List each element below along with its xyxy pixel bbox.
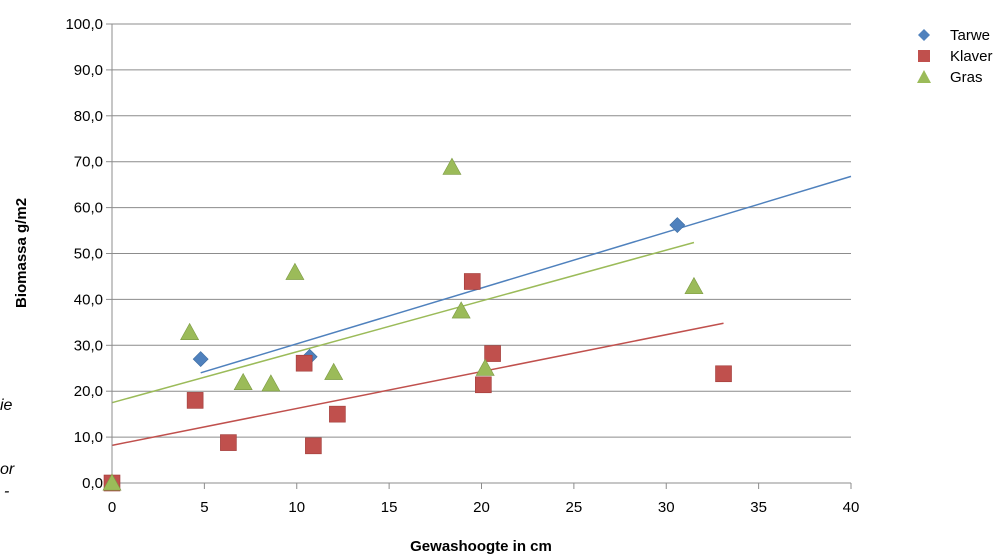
trendline-klaver	[111, 322, 724, 447]
point-gras	[233, 372, 253, 390]
point-klaver	[484, 345, 501, 362]
legend-label-klaver: Klaver	[950, 48, 993, 65]
legend-label-tarwe: Tarwe	[950, 27, 990, 44]
legend-item-tarwe: Tarwe	[918, 27, 990, 44]
y-tick-label: 50,0	[74, 246, 103, 263]
legend-item-klaver: Klaver	[918, 48, 993, 65]
point-gras	[102, 473, 122, 491]
clipped-side-text-1: ie	[0, 397, 13, 414]
point-tarwe	[192, 351, 209, 367]
point-gras	[261, 374, 281, 392]
legend: Tarwe Klaver Gras	[917, 27, 993, 86]
point-klaver	[305, 437, 322, 455]
point-klaver	[715, 365, 732, 383]
y-tick-label: 0,0	[82, 475, 103, 492]
x-axis-ticks: 0 5 10 15 20 25 30 35 40	[108, 483, 860, 516]
x-tick-label: 25	[566, 499, 583, 516]
x-tick-label: 0	[108, 499, 116, 516]
x-tick-label: 20	[473, 499, 490, 516]
grid-lines	[112, 23, 851, 438]
y-tick-label: 60,0	[74, 200, 103, 217]
trendline-gras	[111, 241, 695, 404]
clipped-side-text-2: or	[0, 461, 15, 478]
x-tick-label: 10	[288, 499, 305, 516]
point-klaver	[295, 354, 313, 372]
legend-marker-tarwe	[918, 29, 930, 41]
trendlines	[111, 175, 852, 447]
y-tick-label: 100,0	[65, 16, 103, 33]
x-tick-label: 40	[843, 499, 860, 516]
point-klaver	[475, 376, 492, 394]
data-points	[102, 157, 732, 492]
point-klaver	[329, 405, 346, 423]
y-axis-title: Biomassa g/m2	[13, 198, 30, 308]
legend-label-gras: Gras	[950, 69, 983, 86]
point-gras	[451, 301, 471, 319]
legend-item-gras: Gras	[917, 69, 983, 86]
clipped-side-text-3: -	[4, 483, 9, 500]
x-tick-label: 5	[200, 499, 208, 516]
y-tick-label: 10,0	[74, 429, 103, 446]
point-gras	[684, 276, 704, 295]
y-tick-label: 40,0	[74, 291, 103, 308]
y-tick-label: 20,0	[74, 383, 103, 400]
legend-marker-gras	[917, 70, 931, 83]
x-tick-label: 35	[750, 499, 767, 516]
point-gras	[180, 322, 200, 340]
point-gras	[475, 358, 495, 376]
point-tarwe	[669, 217, 686, 233]
x-axis-title: Gewashoogte in cm	[410, 538, 552, 555]
point-klaver	[186, 392, 204, 409]
point-gras	[442, 157, 462, 175]
y-tick-label: 70,0	[74, 154, 103, 171]
y-tick-label: 80,0	[74, 108, 103, 125]
y-tick-label: 30,0	[74, 337, 103, 354]
x-tick-label: 15	[381, 499, 398, 516]
trendline-tarwe	[200, 175, 852, 374]
x-tick-label: 30	[658, 499, 675, 516]
point-gras	[324, 362, 344, 380]
legend-marker-klaver	[918, 50, 930, 62]
y-tick-label: 90,0	[74, 62, 103, 79]
y-axis-ticks: 0,0 10,0 20,0 30,0 40,0 50,0 60,0 70,0 80,0 90,0 1…	[65, 16, 112, 492]
point-gras	[285, 262, 305, 280]
point-klaver	[463, 273, 481, 290]
point-klaver	[220, 434, 237, 451]
